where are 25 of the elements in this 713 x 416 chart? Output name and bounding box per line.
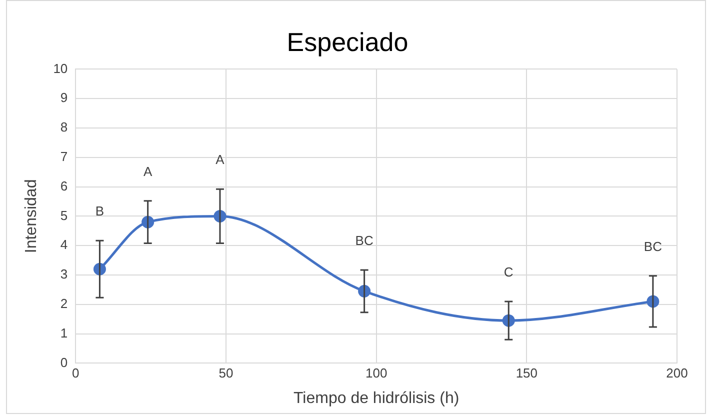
y-tick-label: 2 [60,296,68,311]
annotation: B [95,204,104,219]
y-tick-label: 5 [60,208,68,223]
y-axis-title: Intensidad [23,179,40,254]
x-tick-label: 0 [72,366,80,381]
chart-title: Especiado [286,26,408,57]
y-tick-label: 0 [60,354,68,370]
y-tick-label: 10 [53,60,68,76]
x-tick-label: 200 [666,366,688,381]
y-tick-label: 6 [60,178,68,194]
y-tick-label: 7 [60,148,68,164]
y-tick-label: 1 [60,325,68,340]
annotation: A [216,152,225,168]
x-tick-label: 150 [516,366,538,381]
annotation: C [504,264,514,280]
y-tick-label: 9 [60,90,68,106]
annotation: BC [644,238,662,254]
y-tick-label: 4 [60,237,68,252]
y-tick-label: 3 [60,266,68,282]
x-axis-title: Tiempo de hidrólisis (h) [293,390,460,407]
annotation: BC [355,233,374,248]
y-tick-label: 8 [60,120,68,135]
x-tick-label: 100 [365,366,388,381]
x-tick-label: 50 [218,366,234,381]
annotation: A [143,164,152,179]
